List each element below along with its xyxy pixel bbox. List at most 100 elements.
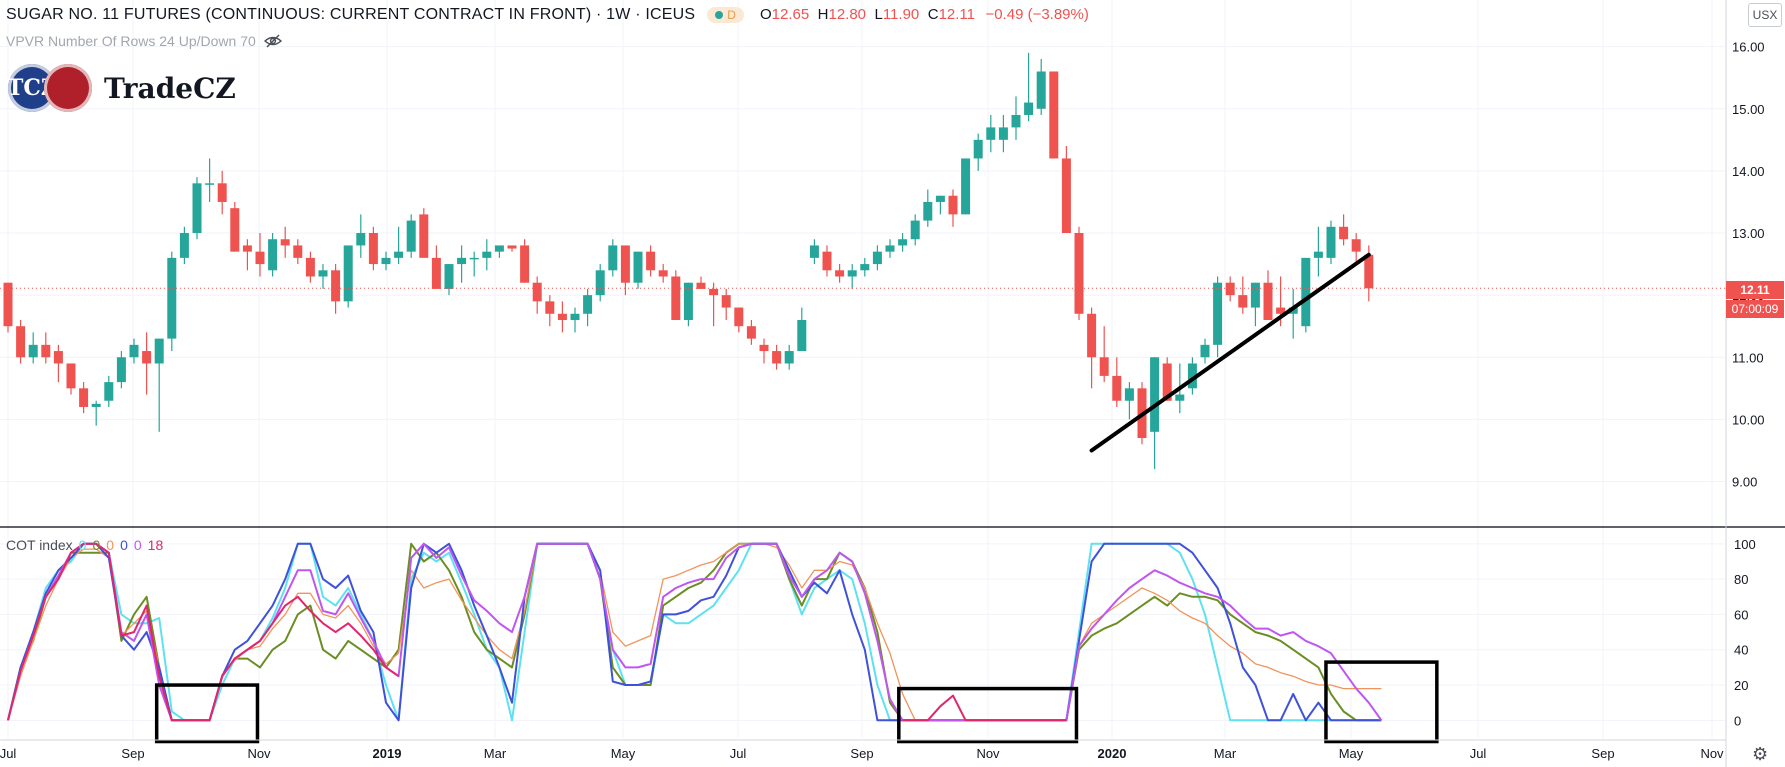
cot-label: COT index [6,537,73,553]
candle-body [268,239,278,271]
candle-body [1351,239,1361,252]
candle-body [797,319,807,352]
currency-button[interactable]: USX [1748,3,1782,27]
candle-body [1339,226,1349,240]
cot-tick-label: 40 [1734,643,1748,658]
candle-body [872,251,882,265]
candle-body [1326,226,1336,258]
candle-body [608,245,618,271]
bar-countdown-tag: 07:00:09 [1726,300,1784,318]
candle-body [683,282,693,320]
candle-body [545,301,555,314]
cot-tick-label: 60 [1734,607,1748,622]
settings-gear-icon[interactable]: ⚙ [1752,744,1769,764]
cot-series-line [7,543,1382,721]
candle-body [205,183,215,185]
candle-body [431,257,441,289]
candle-body [16,326,26,358]
vpvr-label: VPVR Number Of Rows 24 Up/Down 70 [6,33,256,49]
brand-logo: TCZ TradeCZ [7,64,236,112]
cot-legend[interactable]: COT index 0 0 0 0 0 18 [6,537,163,553]
change-value: −0.49 (−3.89%) [985,6,1089,23]
cot-series-line [7,542,1382,722]
low-label: L [874,6,883,23]
candle-body [129,344,139,358]
cot-tick-label: 0 [1734,713,1741,728]
candle-body [457,257,467,265]
highlight-boxes [154,660,1439,744]
time-tick-label: May [1339,746,1364,761]
candle-body [179,233,189,258]
candle-body [910,220,920,240]
highlight-box [154,683,260,744]
cot-series-line [7,542,1382,722]
candle-body [192,183,202,234]
price-tick-label: 16.00 [1732,40,1765,55]
candle-body [1288,307,1298,314]
cot-value-3: 0 [106,537,115,553]
candle-body [53,351,63,364]
close-label: C [927,6,939,23]
cot-tick-label: 20 [1734,678,1748,693]
logo-circle-red [44,64,92,112]
time-tick-label: Mar [484,746,507,761]
candle-body [822,251,832,271]
hidden-eye-icon[interactable] [263,34,282,48]
status-letter: D [727,8,736,22]
chart-header: SUGAR NO. 11 FUTURES (CONTINUOUS: CURREN… [6,6,1089,24]
high-label: H [817,6,829,23]
candle-body [557,313,567,320]
candle-body [1238,295,1248,308]
trendline [1089,252,1371,453]
candle-body [444,264,454,289]
cot-series-line [7,542,1067,722]
candle-body [948,195,958,215]
live-dot-icon [715,11,724,19]
candle-body [318,270,328,277]
candle-body [595,270,605,296]
candle-body [1087,313,1097,358]
time-tick-label: Sep [850,746,873,761]
candle-body [343,245,353,302]
candle-body [935,195,945,202]
cot-tick-label: 80 [1734,572,1748,587]
time-tick-label: Nov [247,746,271,761]
candle-body [91,403,101,407]
candle-body [242,245,252,252]
candle-body [998,127,1008,140]
open-label: O [759,6,772,23]
logo-name: TradeCZ [104,71,236,105]
candle-body [419,214,429,258]
candle-body [772,351,782,364]
symbol-title[interactable]: SUGAR NO. 11 FUTURES (CONTINUOUS: CURREN… [6,6,696,23]
candle-body [1276,307,1286,314]
candle-body [532,282,542,302]
candle-body [583,295,593,314]
close-value: 12.11 [938,6,975,23]
candle-body [41,344,51,358]
data-status-pill[interactable]: D [707,7,744,23]
time-tick-label: Sep [121,746,144,761]
candle-body [28,344,38,358]
candle-body [923,201,933,221]
candle-body [885,245,895,252]
candle-body [116,357,126,383]
candle-body [482,251,492,258]
time-tick-label: Nov [1700,746,1724,761]
price-tick-label: 14.00 [1732,164,1765,179]
time-tick-label: Mar [1214,746,1237,761]
indicator-legend[interactable]: VPVR Number Of Rows 24 Up/Down 70 [6,33,282,49]
candle-body [1225,282,1235,296]
candle-body [1112,375,1122,401]
candle-body [646,251,656,271]
last-price-tag: 12.11 [1726,281,1784,299]
candle-body [381,257,391,265]
price-tick-label: 10.00 [1732,412,1765,427]
candle-body [1200,344,1210,358]
cot-lines [7,542,1383,722]
cot-value-1: 0 [78,537,87,553]
candle-body [973,139,983,159]
candle-body [469,257,479,260]
candle-body [1187,363,1197,389]
